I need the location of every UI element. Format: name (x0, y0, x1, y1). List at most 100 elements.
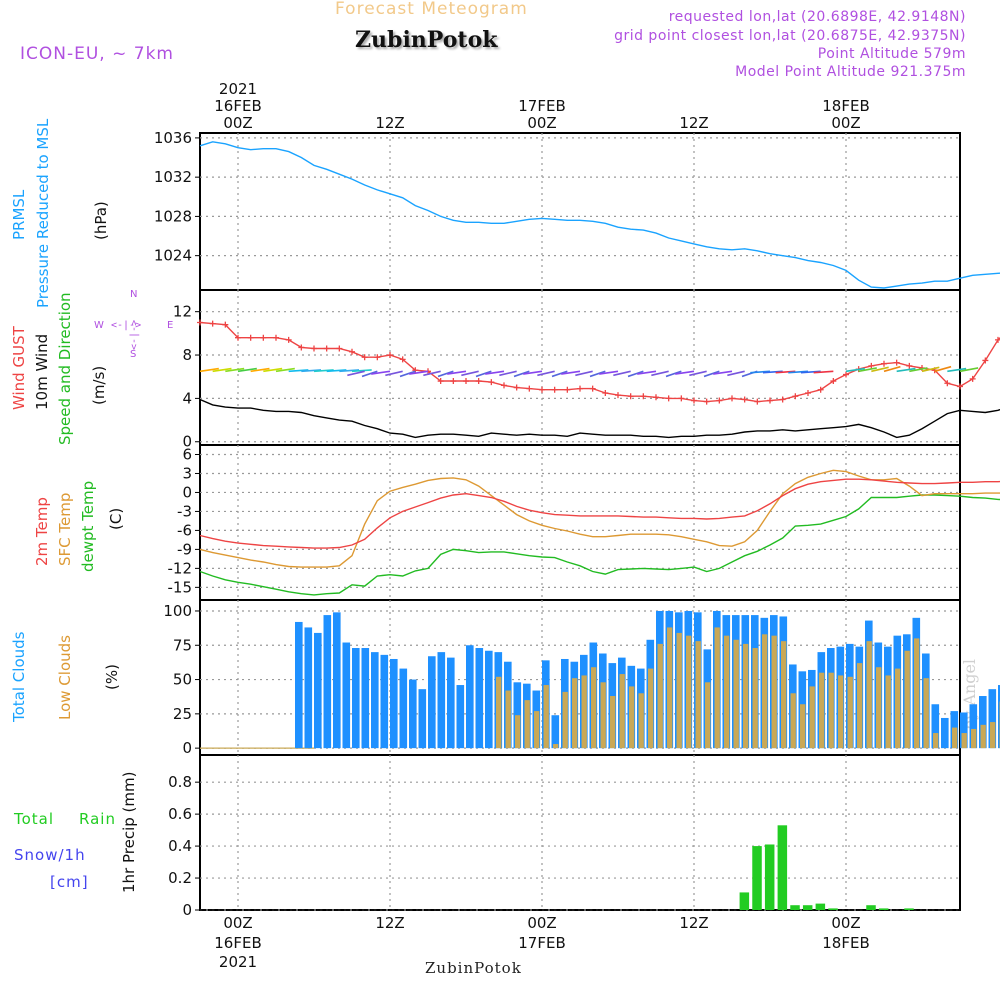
total-cloud-bar (485, 650, 493, 749)
wind-gust-marker (399, 356, 406, 363)
wind-gust-marker (627, 393, 634, 400)
wind-direction-arrow (326, 369, 347, 373)
wind-direction-arrow (537, 370, 555, 377)
wind-direction-arrow (485, 370, 505, 375)
wind-direction-arrow (589, 370, 606, 378)
dewpoint-series-line (199, 494, 1000, 596)
wind-direction-arrow (599, 370, 619, 375)
bottom-time-tick-label: 12Z (375, 914, 404, 932)
wind-direction-arrow (551, 370, 568, 378)
total-cloud-bar (304, 627, 313, 749)
wind-gust-marker (311, 345, 317, 352)
wind-y-tick-label: 4 (182, 389, 192, 407)
total-cloud-bar (418, 689, 427, 749)
wind-direction-arrow (727, 370, 745, 377)
low-cloud-bar (800, 704, 806, 749)
bottom-date-label: 18FEB (822, 934, 869, 952)
compass-arrow-horizontal: <-|-> (111, 320, 142, 331)
wind-direction-arrow (750, 370, 771, 374)
wind-direction-arrow (212, 367, 232, 373)
pressure-y-tick-label: 1024 (154, 247, 192, 265)
wind-gust-marker (349, 348, 355, 355)
compass-n: N (130, 289, 138, 300)
wind-direction-arrow (845, 367, 865, 373)
wind-10m-series-line (199, 398, 1000, 439)
temperature-y-tick-label: 3 (182, 464, 192, 482)
low-cloud-bar (790, 693, 796, 749)
low-cloud-bar (553, 744, 559, 749)
wind-gust-marker (716, 397, 723, 404)
wind-direction-arrow (909, 367, 928, 373)
wind-direction-arrow (959, 367, 979, 373)
wind-gust-marker (387, 352, 393, 359)
wind-gust-marker (779, 396, 786, 403)
low-cloud-bar (543, 685, 549, 749)
total-cloud-bar (352, 648, 360, 749)
precip-total-label: Total (14, 810, 55, 828)
temperature-y-tick-label: -15 (168, 578, 193, 596)
wind-gust-marker (729, 395, 735, 402)
wind-gust-marker (602, 389, 609, 396)
wind-direction-arrow (561, 370, 581, 375)
precip-y-tick-label: 0.8 (168, 773, 192, 791)
low-cloud-bar (676, 632, 682, 749)
requested-coords: requested lon,lat (20.6898E, 42.9148N) (668, 9, 966, 25)
total-cloud-bar (333, 612, 341, 749)
wind-direction-arrow (871, 366, 889, 373)
wind-direction-arrow (513, 370, 530, 378)
wind-direction-arrow (263, 367, 283, 373)
top-time-tick-label: 00Z (223, 114, 252, 132)
low-cloud-bar (885, 675, 891, 749)
low-cloud-bar (619, 674, 625, 749)
compass-e: E (167, 320, 174, 331)
station-title: ZubinPotok (355, 27, 498, 53)
panel-frame-wind (199, 289, 961, 446)
wind-direction-arrow (250, 367, 270, 373)
precip-y-tick-label: 0.4 (168, 837, 192, 855)
wind-gust-marker (564, 386, 571, 393)
wind-gust-marker (488, 379, 495, 386)
top-time-tick-label: 00Z (527, 114, 556, 132)
precip-snow-label: Snow/1h (14, 846, 86, 864)
t2m-series-line (199, 478, 1000, 549)
wind-gust-marker (273, 334, 279, 341)
wind-gust-marker (881, 360, 887, 367)
temperature-y-tick-label: -9 (177, 540, 192, 558)
wind-gust-series-line (199, 321, 1000, 403)
wind-gust-marker (589, 385, 596, 392)
wind-gust-marker (336, 345, 343, 352)
clouds-y-tick-label: 0 (182, 739, 192, 757)
top-time-tick-label: 12Z (679, 114, 708, 132)
model-altitude: Model Point Altitude 921.375m (735, 64, 966, 80)
temperature-y-tick-label: 0 (182, 483, 192, 501)
precip-y-tick-label: 0.2 (168, 869, 192, 887)
low-cloud-bar (515, 715, 521, 749)
wind-gust-marker (893, 359, 900, 366)
wind-direction-arrow (675, 370, 695, 375)
wind-direction-arrow (689, 370, 707, 377)
total-cloud-bar (409, 679, 417, 749)
low-cloud-bar (572, 678, 578, 749)
wind-direction-arrow (371, 370, 391, 375)
wind-gust-marker (741, 396, 748, 403)
pressure-series-line (199, 141, 1000, 289)
wind-gust-marker (691, 397, 697, 404)
low-cloud-bar (952, 727, 958, 749)
point-altitude: Point Altitude 579m (817, 46, 966, 62)
wind-gust-marker (463, 378, 469, 385)
wind-gust-marker (361, 354, 368, 361)
wind-direction-arrow (399, 370, 416, 378)
rain-bar (904, 908, 914, 910)
wind-direction-arrow (703, 370, 720, 378)
top-date-label: 16FEB (214, 97, 261, 115)
wind-direction-arrow (423, 370, 441, 377)
wind-direction-arrow (921, 366, 940, 373)
compass-s: S (130, 349, 137, 360)
rain-bar (739, 892, 750, 910)
low-cloud-bar (638, 693, 644, 749)
low-cloud-bar (591, 667, 597, 749)
wind-direction-arrow (437, 370, 454, 378)
wind-gust-marker (412, 367, 419, 374)
total-cloud-bar (941, 717, 949, 749)
low-cloud-bar (648, 668, 654, 749)
